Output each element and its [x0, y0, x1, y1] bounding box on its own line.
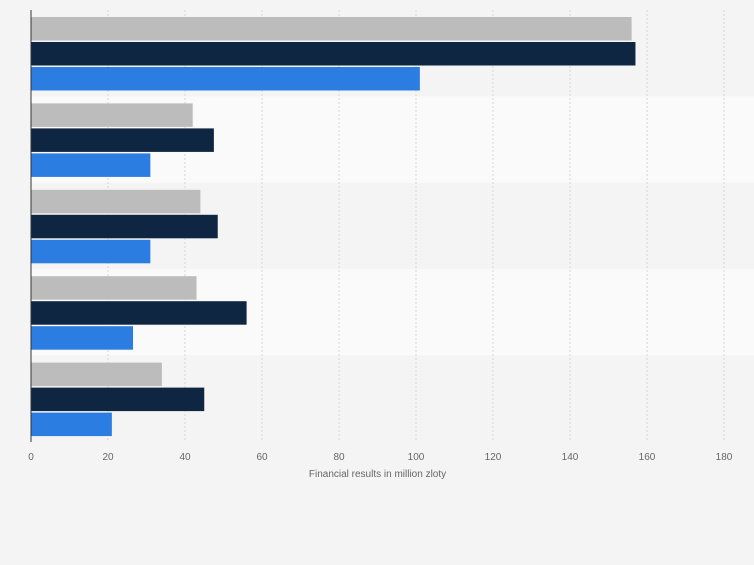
x-tick-label: 180	[716, 452, 733, 463]
bar	[31, 387, 205, 412]
bar	[31, 239, 151, 264]
bar	[31, 42, 636, 66]
bar	[31, 276, 197, 300]
bar	[31, 301, 247, 325]
bar	[31, 412, 112, 437]
bar	[31, 103, 193, 127]
x-axis-title: Financial results in million zloty	[309, 469, 446, 480]
x-tick-label: 140	[562, 452, 579, 463]
x-tick-label: 120	[485, 452, 502, 463]
bar	[31, 189, 201, 214]
bar	[31, 67, 420, 91]
x-tick-label: 160	[639, 452, 656, 463]
bar	[31, 128, 214, 152]
bar	[31, 362, 162, 387]
x-tick-label: 40	[179, 452, 191, 463]
x-axis-ticks: 0 20 40 60 80 100 120 140 160 180	[28, 452, 733, 463]
bar	[31, 214, 218, 239]
bar	[31, 153, 151, 177]
bar	[31, 326, 134, 350]
bar	[31, 17, 632, 41]
bars	[31, 17, 636, 437]
x-tick-label: 0	[28, 452, 34, 463]
x-tick-label: 100	[408, 452, 425, 463]
x-tick-label: 80	[333, 452, 345, 463]
x-tick-label: 60	[256, 452, 268, 463]
x-tick-label: 20	[102, 452, 114, 463]
